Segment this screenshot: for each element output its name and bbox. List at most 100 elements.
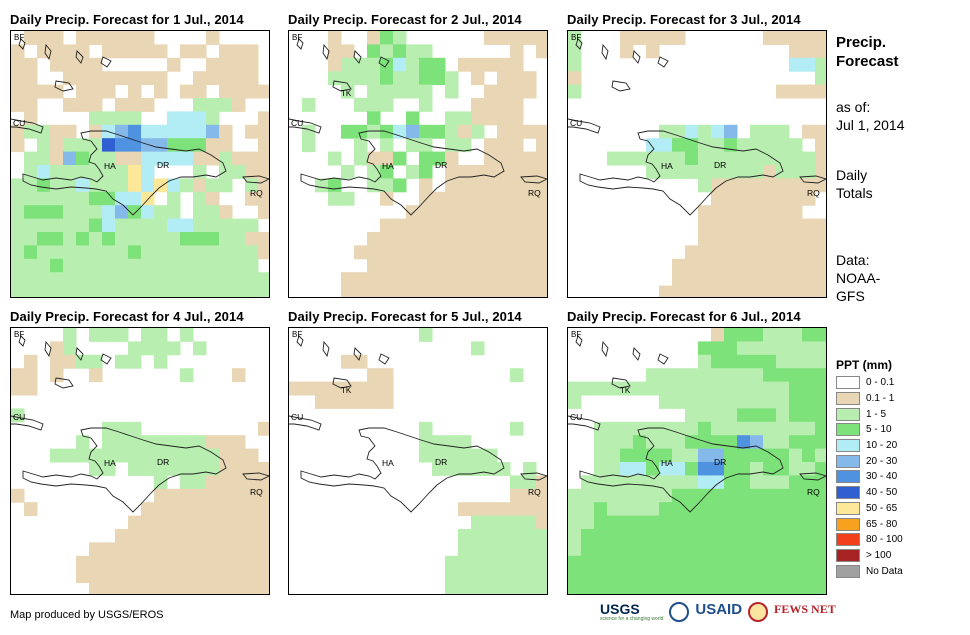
precip-cell: [258, 232, 269, 246]
precip-cell: [497, 98, 511, 112]
precip-cell: [302, 124, 316, 139]
precip-cell: [432, 218, 446, 233]
label-ha: HA: [382, 458, 394, 468]
precip-cell: [750, 285, 764, 297]
precip-cell: [11, 138, 25, 153]
precip-cell: [633, 435, 647, 450]
precip-cell: [737, 341, 751, 356]
precip-cell: [620, 435, 634, 450]
precip-cell: [536, 245, 547, 260]
precip-cell: [128, 529, 142, 543]
precip-cell: [115, 44, 129, 59]
precip-cell: [497, 124, 511, 139]
precip-cell: [789, 448, 803, 463]
precip-cell: [724, 408, 738, 423]
precip-cell: [219, 502, 233, 517]
precip-cell: [789, 421, 803, 436]
precip-cell: [633, 569, 647, 584]
precip-cell: [646, 569, 660, 584]
precip-cell: [11, 44, 25, 59]
island-coastline: [632, 50, 641, 64]
label-dr: DR: [157, 160, 170, 170]
precip-cell: [763, 124, 777, 139]
precip-cell: [484, 515, 498, 530]
precip-cell: [315, 381, 329, 396]
precip-cell: [711, 341, 725, 356]
precip-cell: [206, 124, 220, 139]
precip-cell: [24, 84, 38, 99]
precip-cell: [724, 124, 738, 139]
precip-cell: [607, 488, 621, 503]
precip-cell: [510, 245, 524, 260]
precip-cell: [802, 448, 816, 463]
precip-cell: [763, 475, 777, 490]
precip-cell: [258, 421, 269, 436]
data-source-line2: NOAA-: [836, 270, 881, 286]
precip-cell: [672, 448, 686, 463]
precip-cell: [620, 515, 634, 530]
precip-cell: [471, 98, 485, 112]
precip-cell: [102, 111, 116, 126]
precip-cell: [154, 569, 168, 584]
precip-cell: [672, 529, 686, 543]
precip-cell: [510, 272, 524, 287]
precip-cell: [568, 555, 582, 570]
precip-cell: [193, 285, 207, 297]
precip-cell: [523, 569, 537, 584]
asof-label: as of:: [836, 99, 871, 115]
precip-cell: [258, 502, 269, 517]
precip-cell: [484, 31, 498, 45]
precip-cell: [115, 258, 129, 273]
precip-cell: [63, 165, 77, 179]
precip-cell: [115, 435, 129, 450]
precip-cell: [63, 272, 77, 287]
precip-cell: [815, 258, 826, 273]
precip-cell: [763, 435, 777, 450]
precip-cell: [419, 151, 433, 166]
precip-cell: [419, 178, 433, 193]
precip-cell: [471, 582, 485, 594]
precip-cell: [219, 448, 233, 463]
panel-title-jul6: Daily Precip. Forecast for 6 Jul., 2014: [567, 309, 801, 324]
precip-cell: [737, 475, 751, 490]
precip-cell: [419, 258, 433, 273]
precip-cell: [24, 71, 38, 86]
precip-cell: [711, 328, 725, 342]
precip-cell: [141, 165, 155, 179]
precip-cell: [724, 165, 738, 179]
precip-cell: [763, 245, 777, 260]
precip-cell: [167, 178, 181, 193]
sidebar-title-line1: Precip.: [836, 34, 887, 51]
precip-cell: [750, 448, 764, 463]
precip-cell: [685, 462, 699, 476]
precip-cell: [607, 381, 621, 396]
precip-cell: [510, 138, 524, 153]
precip-cell: [154, 285, 168, 297]
precip-cell: [497, 218, 511, 233]
precip-cell: [50, 44, 64, 59]
precip-cell: [167, 502, 181, 517]
legend-item: 0.1 - 1: [836, 391, 903, 407]
precip-cell: [776, 555, 790, 570]
precip-cell: [419, 205, 433, 220]
totals-block: Daily Totals: [836, 166, 873, 202]
precip-grid: [289, 31, 547, 297]
label-ha: HA: [104, 161, 116, 171]
precip-cell: [245, 529, 259, 543]
precip-cell: [802, 258, 816, 273]
precip-cell: [536, 218, 547, 233]
precip-cell: [750, 542, 764, 557]
precip-cell: [776, 408, 790, 423]
precip-cell: [141, 232, 155, 246]
precip-cell: [50, 368, 64, 383]
precip-cell: [167, 341, 181, 356]
precip-cell: [380, 368, 394, 383]
precip-cell: [620, 151, 634, 166]
precip-cell: [568, 31, 582, 45]
totals-line1: Daily: [836, 167, 868, 183]
precip-cell: [128, 218, 142, 233]
precip-cell: [711, 368, 725, 383]
precip-cell: [341, 191, 355, 206]
precip-cell: [367, 57, 381, 72]
precip-cell: [245, 232, 259, 246]
